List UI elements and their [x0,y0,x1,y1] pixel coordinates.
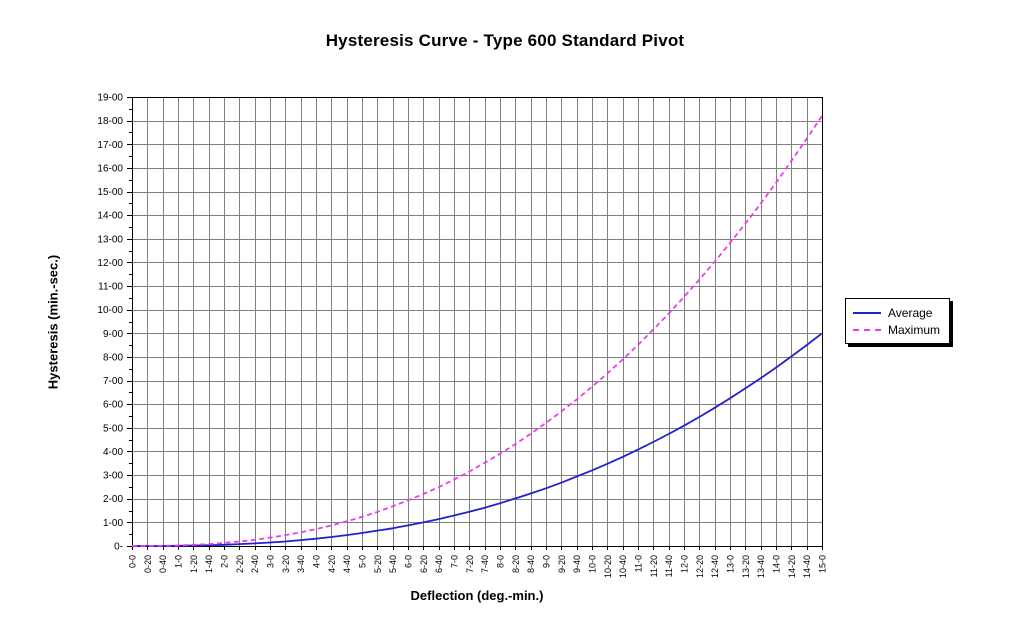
svg-text:14-0: 14-0 [772,555,782,573]
svg-text:0-40: 0-40 [158,555,168,573]
svg-text:3-20: 3-20 [281,555,291,573]
x-tick-labels: 0-0 0-20 0-40 1-0 1-20 1-40 2-0 2-20 2-40 3-0 3-20… [128,555,828,578]
svg-text:8-20: 8-20 [511,555,521,573]
svg-text:8-0: 8-0 [496,555,506,568]
svg-text:14-40: 14-40 [802,555,812,578]
svg-text:0-20: 0-20 [143,555,153,573]
svg-text:14-20: 14-20 [787,555,797,578]
svg-text:4-00: 4-00 [103,447,123,458]
svg-text:10-0: 10-0 [588,555,598,573]
svg-text:1-00: 1-00 [103,518,123,529]
maximum-line-swatch [853,328,881,331]
svg-text:2-0: 2-0 [220,555,230,568]
svg-text:10-40: 10-40 [618,555,628,578]
gridlines [132,97,823,547]
svg-text:17-00: 17-00 [97,140,123,151]
average-line-swatch [853,311,881,314]
svg-text:13-0: 13-0 [726,555,736,573]
svg-text:6-0: 6-0 [404,555,414,568]
svg-text:6-40: 6-40 [434,555,444,573]
svg-text:5-0: 5-0 [358,555,368,568]
svg-text:7-00: 7-00 [103,376,123,387]
svg-text:11-0: 11-0 [634,555,644,572]
svg-text:4-40: 4-40 [342,555,352,573]
svg-text:7-20: 7-20 [465,555,475,573]
legend-label-average: Average [888,305,933,320]
svg-text:13-40: 13-40 [756,555,766,578]
svg-text:13-20: 13-20 [741,555,751,578]
svg-text:5-00: 5-00 [103,423,123,434]
svg-text:9-0: 9-0 [542,555,552,568]
svg-text:6-00: 6-00 [103,400,123,411]
svg-text:3-0: 3-0 [266,555,276,568]
y-tick-labels: 0- 1-00 2-00 3-00 4-00 5-00 6-00 7-00 8-00 9-00 10… [97,93,123,553]
svg-text:2-40: 2-40 [250,555,260,573]
svg-text:2-00: 2-00 [103,494,123,505]
svg-text:2-20: 2-20 [235,555,245,573]
svg-text:5-40: 5-40 [388,555,398,573]
svg-text:16-00: 16-00 [97,163,123,174]
svg-text:0-0: 0-0 [128,555,138,568]
svg-text:10-20: 10-20 [603,555,613,578]
svg-text:9-00: 9-00 [103,329,123,340]
legend-item-maximum: Maximum [853,321,940,338]
svg-text:15-0: 15-0 [818,555,828,573]
svg-text:4-20: 4-20 [327,555,337,573]
plot-border [132,97,823,547]
svg-text:15-00: 15-00 [97,187,123,198]
svg-text:7-0: 7-0 [450,555,460,568]
svg-text:7-40: 7-40 [480,555,490,573]
svg-text:11-40: 11-40 [664,555,674,577]
legend: Average Maximum [845,298,951,344]
legend-label-maximum: Maximum [888,322,941,337]
maximum-line [132,115,823,547]
svg-text:6-20: 6-20 [419,555,429,573]
svg-text:12-40: 12-40 [710,555,720,578]
svg-text:5-20: 5-20 [373,555,383,573]
svg-text:12-00: 12-00 [97,258,123,269]
svg-text:0-: 0- [114,542,123,553]
svg-text:14-00: 14-00 [97,211,123,222]
svg-text:9-20: 9-20 [557,555,567,573]
chart-title: Hysteresis Curve - Type 600 Standard Piv… [325,31,685,50]
svg-text:10-00: 10-00 [97,305,123,316]
svg-text:13-00: 13-00 [97,234,123,245]
x-axis-title: Deflection (deg.-min.) [410,588,544,603]
svg-text:9-40: 9-40 [572,555,582,573]
svg-text:1-20: 1-20 [189,555,199,573]
svg-text:8-40: 8-40 [526,555,536,573]
svg-text:1-40: 1-40 [204,555,214,573]
axis-ticks [127,97,823,550]
svg-text:8-00: 8-00 [103,352,123,363]
average-line [132,332,823,547]
svg-text:3-00: 3-00 [103,471,123,482]
svg-text:11-00: 11-00 [98,282,123,293]
legend-item-average: Average [853,304,940,321]
svg-text:18-00: 18-00 [97,116,123,127]
svg-text:12-0: 12-0 [680,555,690,573]
svg-text:3-40: 3-40 [296,555,306,573]
svg-text:11-20: 11-20 [649,555,659,577]
svg-text:12-20: 12-20 [695,555,705,578]
svg-text:1-0: 1-0 [174,555,184,568]
svg-text:4-0: 4-0 [312,555,322,568]
svg-text:19-00: 19-00 [97,93,123,104]
